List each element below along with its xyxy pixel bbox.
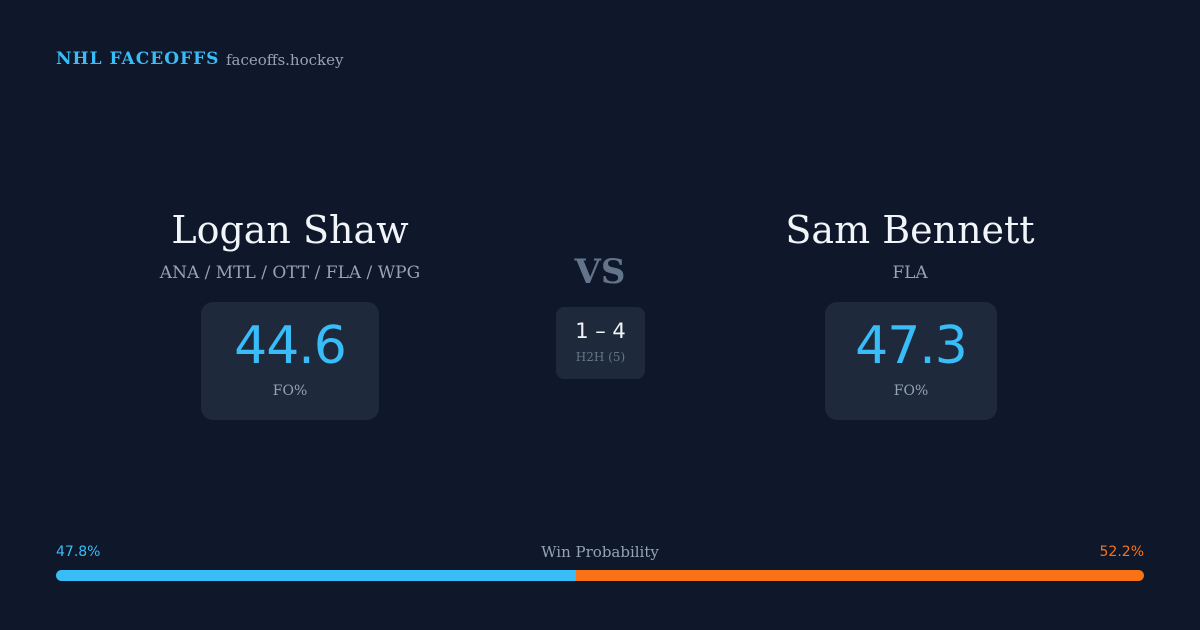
win-prob-label: 47.8% [56, 544, 101, 560]
fo-label: FO% [893, 383, 929, 399]
win-prob-bar [56, 570, 1144, 581]
stat-box: 47.3 FO% [825, 302, 997, 420]
fo-label: FO% [272, 383, 308, 399]
fo-pct: 47.3 [855, 316, 968, 376]
win-prob-label: 52.2% [1099, 544, 1144, 560]
win-prob-segment [56, 570, 577, 581]
player-teams: FLA [892, 263, 928, 283]
vs: VS [574, 252, 626, 292]
h2h-record: 1 – 4 [575, 319, 626, 343]
h2h-label: H2H (5) [575, 350, 626, 364]
brand: NHL FACEOFFS [56, 49, 220, 69]
site: faceoffs.hockey [226, 51, 344, 69]
fo-pct: 44.6 [234, 316, 347, 376]
player-name: Logan Shaw [171, 208, 409, 252]
h2h-box: 1 – 4 H2H (5) [556, 307, 645, 379]
win-prob-segment [576, 570, 1144, 581]
player-name: Sam Bennett [785, 208, 1035, 252]
stat-box: 44.6 FO% [201, 302, 379, 420]
win-prob-title: Win Probability [541, 543, 659, 561]
player-teams: ANA / MTL / OTT / FLA / WPG [159, 263, 421, 283]
